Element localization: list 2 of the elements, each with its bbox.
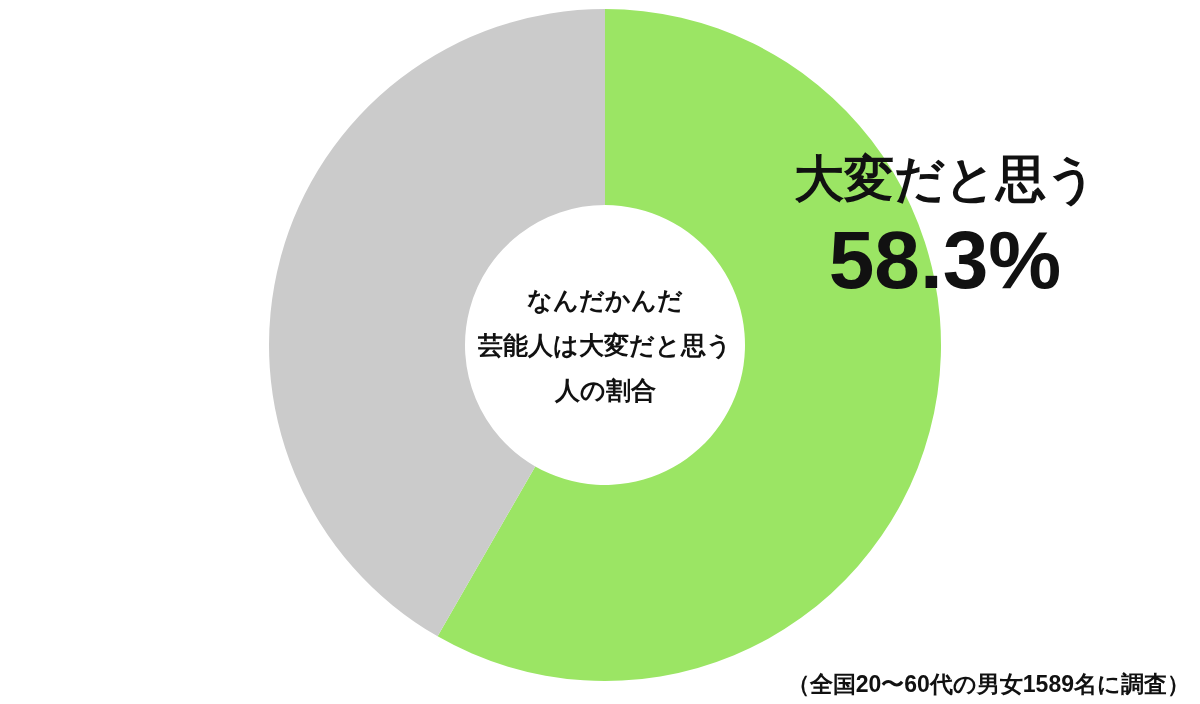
annotation: （全国20〜60代の男女1589名に調査）: [786, 671, 1190, 697]
title: なんだかんだ芸能人は大変だと思う人の割合: [478, 286, 732, 404]
